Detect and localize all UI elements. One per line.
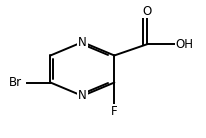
Text: OH: OH	[175, 38, 193, 51]
Text: F: F	[111, 105, 118, 118]
Text: O: O	[143, 5, 152, 18]
Text: Br: Br	[9, 76, 22, 89]
Text: N: N	[78, 89, 87, 102]
Text: N: N	[78, 36, 87, 49]
